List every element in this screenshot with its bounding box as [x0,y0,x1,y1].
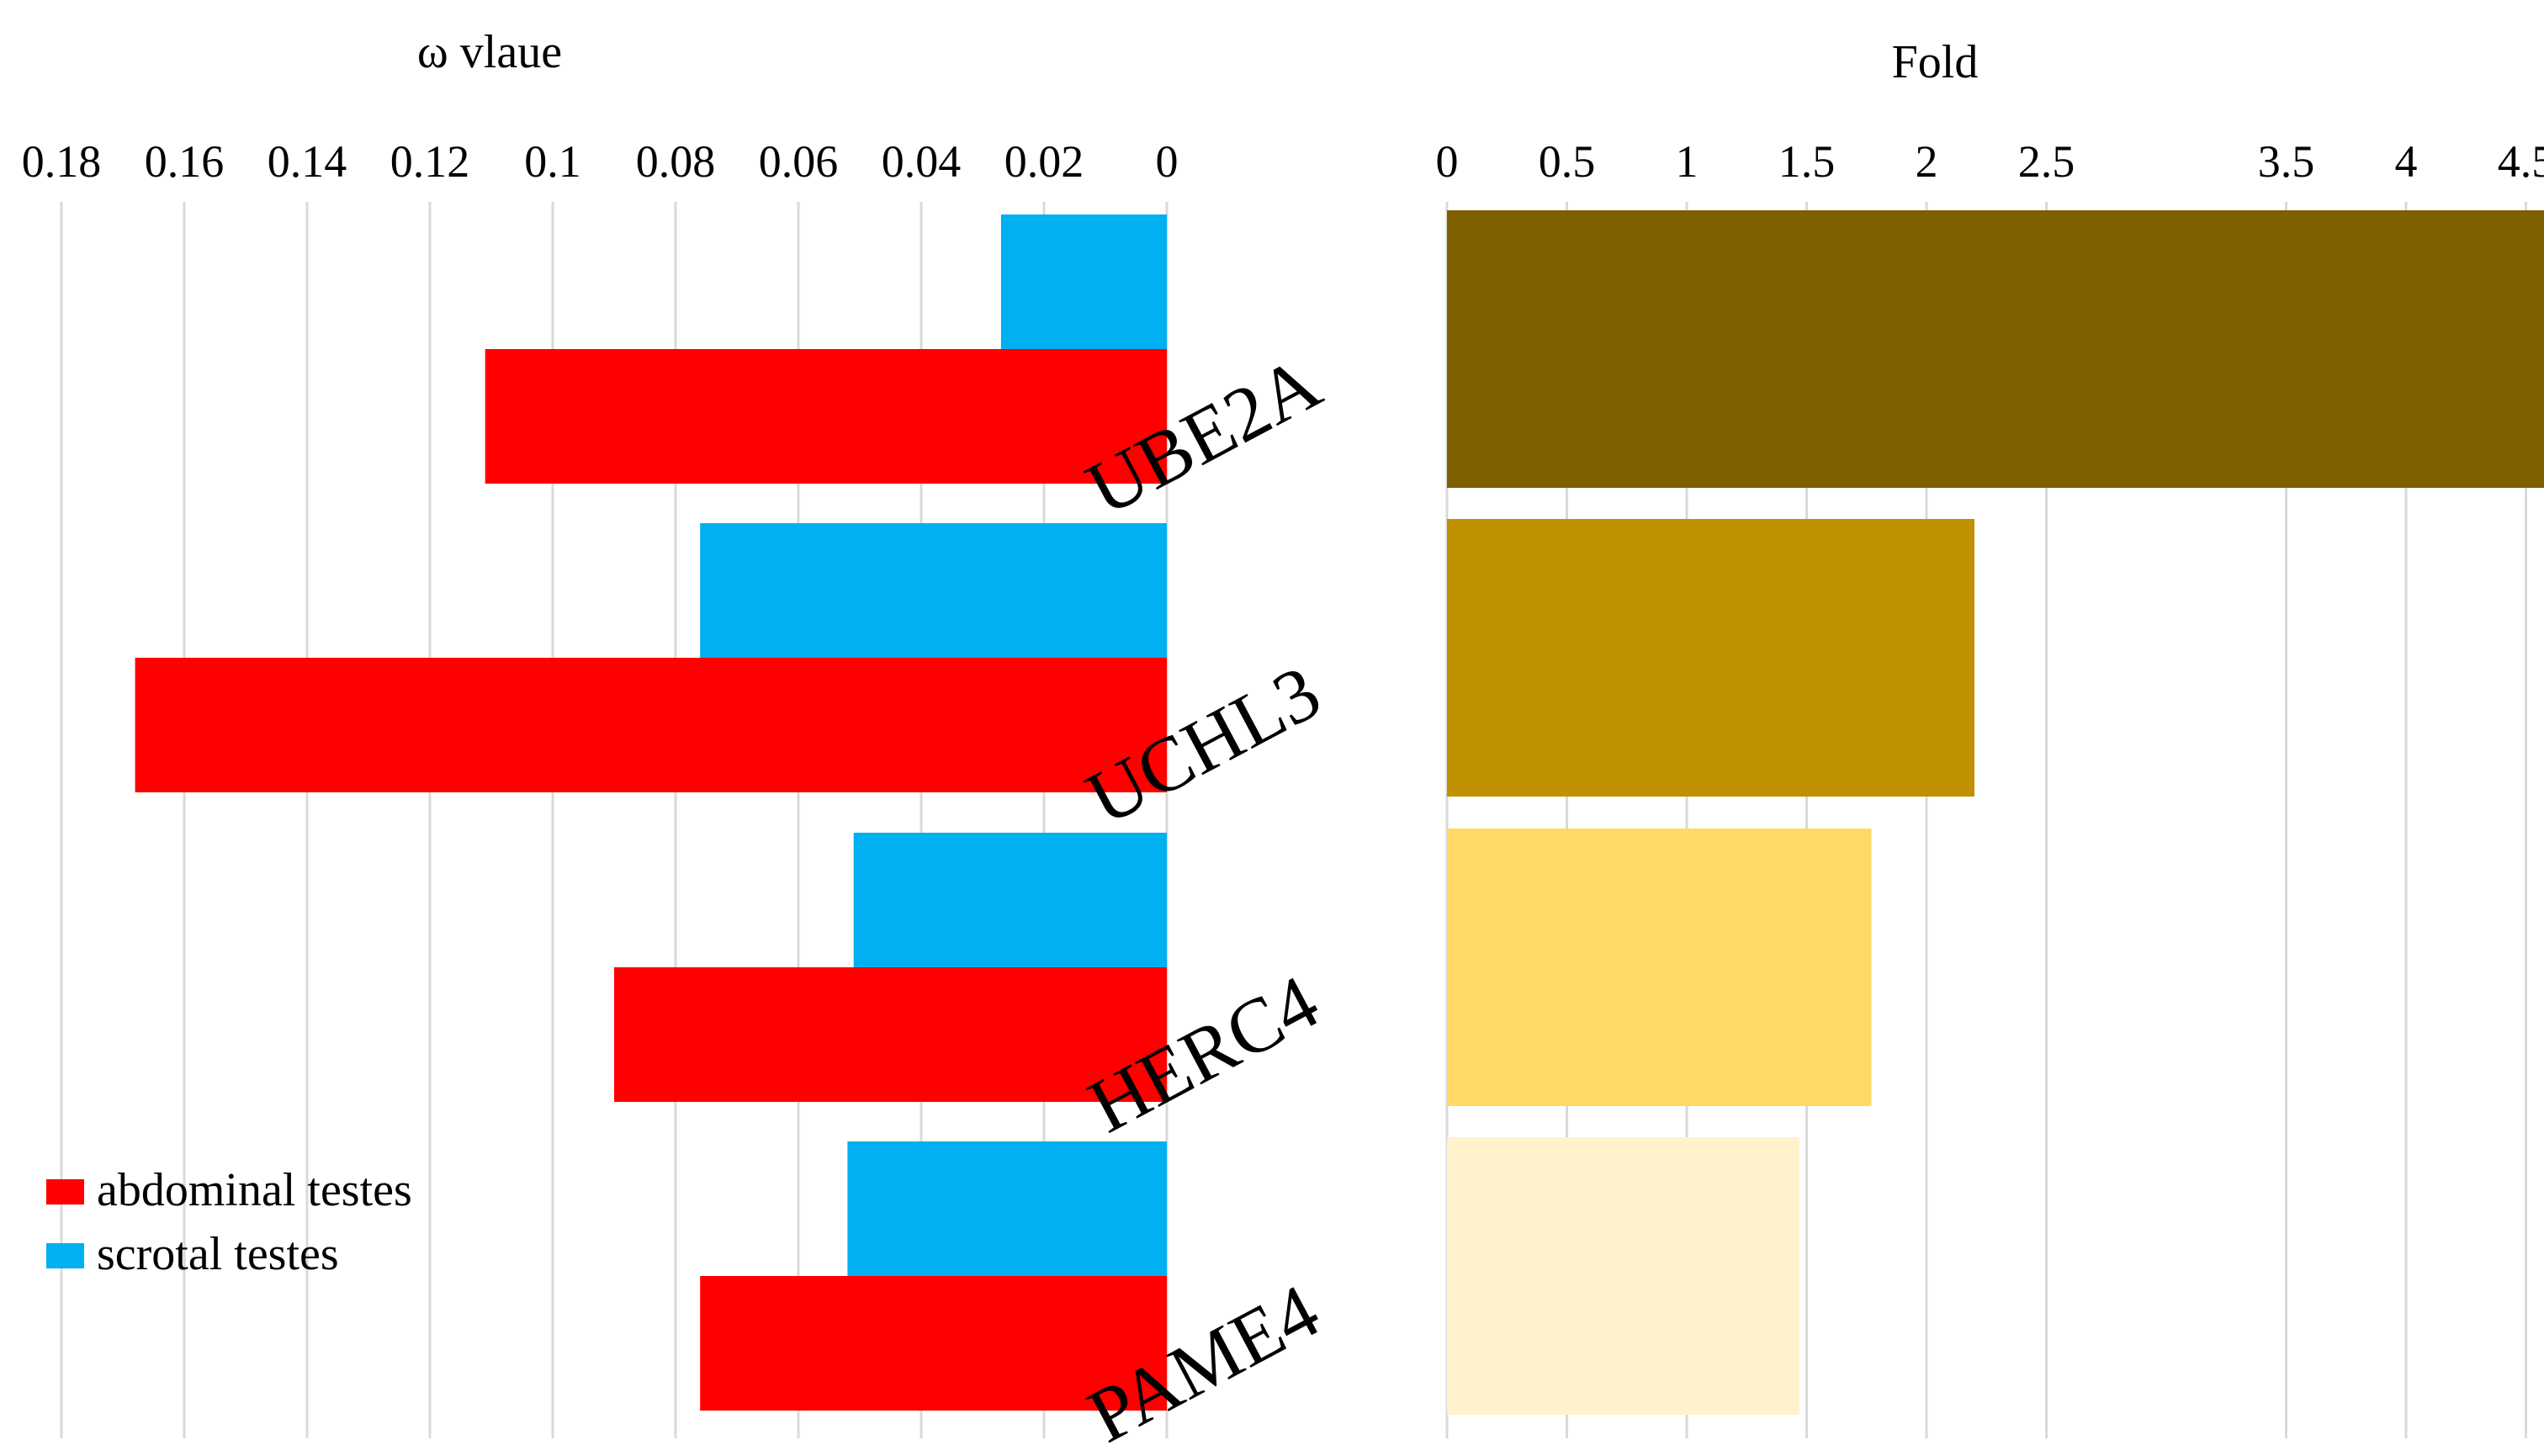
left-tick-label-0-14: 0.14 [268,136,347,187]
left-tick-label-0-12: 0.12 [390,136,470,187]
right-tick-label-0-5: 0.5 [1539,136,1596,187]
right-axis-title: Fold [1892,36,1979,88]
left-bar-abdominal-testes-herc4 [614,967,1167,1102]
left-tick-label-0-02: 0.02 [1004,136,1084,187]
right-bar-uchl3 [1447,519,1974,797]
left-bar-scrotal-testes-pame4 [847,1141,1167,1276]
left-tick-label-0-18: 0.18 [22,136,102,187]
left-bar-scrotal-testes-ube2a [1000,214,1167,349]
right-tick-label-2: 2 [1916,136,1938,187]
left-tick-label-0-16: 0.16 [145,136,225,187]
left-bar-abdominal-testes-pame4 [700,1276,1167,1411]
left-bar-abdominal-testes-uchl3 [135,658,1168,792]
left-bar-scrotal-testes-herc4 [853,833,1167,967]
left-chart-tick-labels: 0.18 0.16 0.14 0.12 0.1 0.08 0.06 0.04 0.02 0 [22,136,1179,187]
right-bar-pame4 [1447,1137,1799,1415]
right-bar-ube2a [1447,210,2544,488]
right-tick-label-4: 4 [2395,136,2418,187]
right-chart-bars [1447,210,2544,1415]
right-tick-label-1-5: 1.5 [1778,136,1836,187]
left-axis-title: ω vlaue [417,26,562,78]
right-tick-label-3-5: 3.5 [2258,136,2315,187]
legend-swatch-scrotal [46,1243,84,1268]
legend-swatch-abdominal [46,1179,84,1205]
left-tick-label-0-04: 0.04 [882,136,962,187]
right-tick-label-4-5: 4.5 [2498,136,2544,187]
left-bar-abdominal-testes-ube2a [485,349,1167,484]
left-tick-label-0-08: 0.08 [636,136,716,187]
right-tick-label-1: 1 [1676,136,1699,187]
left-tick-label-0-06: 0.06 [759,136,839,187]
left-tick-label-0-1: 0.1 [524,136,581,187]
left-bar-scrotal-testes-uchl3 [700,523,1167,658]
left-chart-bars [135,214,1168,1411]
right-bar-herc4 [1447,829,1872,1106]
left-tick-label-0: 0 [1156,136,1179,187]
legend: abdominal testes scrotal testes [46,1164,412,1280]
legend-label-abdominal: abdominal testes [97,1164,412,1216]
right-tick-label-2-5: 2.5 [2018,136,2075,187]
right-tick-label-0: 0 [1436,136,1459,187]
legend-label-scrotal: scrotal testes [97,1228,339,1280]
right-chart-tick-labels: 0 0.5 1 1.5 2 2.5 3.5 4 4.5 [1436,136,2544,187]
